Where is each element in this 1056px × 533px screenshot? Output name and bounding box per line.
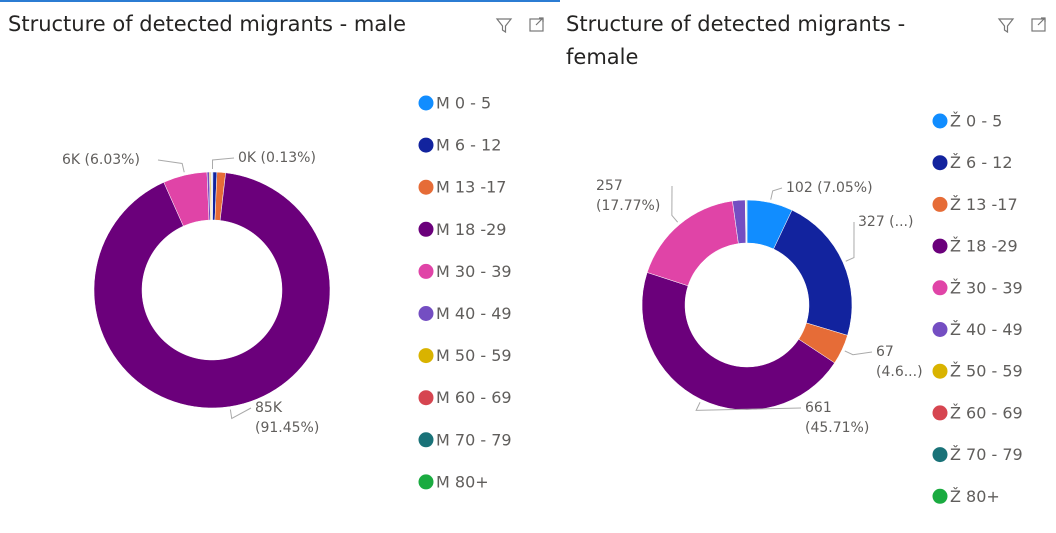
data-label: 661 (45.71%) (805, 400, 870, 436)
legend-label: M 0 - 5 (436, 94, 491, 113)
chart-title: Structure of detected migrants - male (8, 12, 407, 36)
filter-icon[interactable] (997, 18, 1015, 34)
leader-line (844, 350, 873, 356)
data-label: 6K (6.03%) (62, 152, 140, 168)
legend-swatch (418, 432, 434, 448)
legend-label: M 18 -29 (436, 220, 506, 239)
leader-line (845, 221, 855, 262)
legend-swatch (932, 196, 948, 212)
legend-label: Ž 80+ (950, 487, 1000, 506)
legend-label: M 60 - 69 (436, 388, 512, 407)
legend-label: M 80+ (436, 472, 489, 491)
legend-swatch (932, 488, 948, 504)
donut-slice (93, 172, 331, 409)
legend-swatch (932, 363, 948, 379)
legend-swatch (932, 405, 948, 421)
leader-line (157, 159, 185, 173)
legend-swatch (932, 280, 948, 296)
legend-swatch (418, 306, 434, 321)
leader-line (671, 185, 679, 223)
legend-swatch (418, 179, 434, 195)
legend-swatch (418, 263, 434, 279)
chart-title: Structure of detected migrants - female (566, 12, 906, 69)
legend-label: Ž 18 -29 (950, 237, 1018, 256)
data-label: 0K (0.13%) (238, 150, 316, 166)
focus-icon[interactable] (529, 17, 544, 32)
legend-swatch (418, 95, 434, 111)
donut-slice (773, 209, 853, 336)
data-label: 257 (17.77%) (596, 178, 661, 214)
legend-label: M 13 -17 (436, 178, 506, 197)
legend-label: Ž 70 - 79 (950, 445, 1023, 464)
data-label: 327 (...) (858, 214, 914, 230)
legend-label: M 40 - 49 (436, 304, 512, 323)
leader-line (211, 157, 235, 170)
leader-line (770, 187, 783, 200)
leader-line (695, 402, 802, 411)
legend-label: Ž 60 - 69 (950, 403, 1023, 422)
data-label: 67 (4.6...) (876, 344, 923, 380)
legend-swatch (418, 221, 434, 237)
filter-icon[interactable] (495, 18, 513, 34)
legend-swatch (418, 137, 434, 153)
legend-label: Ž 30 - 39 (950, 278, 1023, 297)
focus-icon[interactable] (1031, 17, 1046, 32)
legend-label: M 30 - 39 (436, 262, 512, 281)
legend-label: Ž 6 - 12 (950, 153, 1013, 172)
legend-label: Ž 0 - 5 (950, 112, 1002, 131)
legend-swatch (418, 390, 434, 406)
legend-swatch (932, 113, 948, 129)
legend-label: M 50 - 59 (436, 346, 512, 365)
legend-swatch (932, 155, 948, 171)
legend-label: M 6 - 12 (436, 136, 501, 155)
legend-label: M 70 - 79 (436, 430, 512, 449)
legend-swatch (418, 474, 434, 490)
data-label: 102 (7.05%) (786, 180, 873, 196)
legend-label: Ž 13 -17 (950, 195, 1018, 214)
legend-label: Ž 50 - 59 (950, 362, 1023, 381)
legend-swatch (932, 447, 948, 463)
legend-swatch (932, 238, 948, 254)
legend-label: Ž 40 - 49 (950, 320, 1023, 339)
legend-swatch (932, 322, 948, 337)
data-label: 85K (91.45%) (255, 400, 320, 436)
legend-swatch (418, 348, 434, 364)
leader-line (229, 407, 252, 420)
